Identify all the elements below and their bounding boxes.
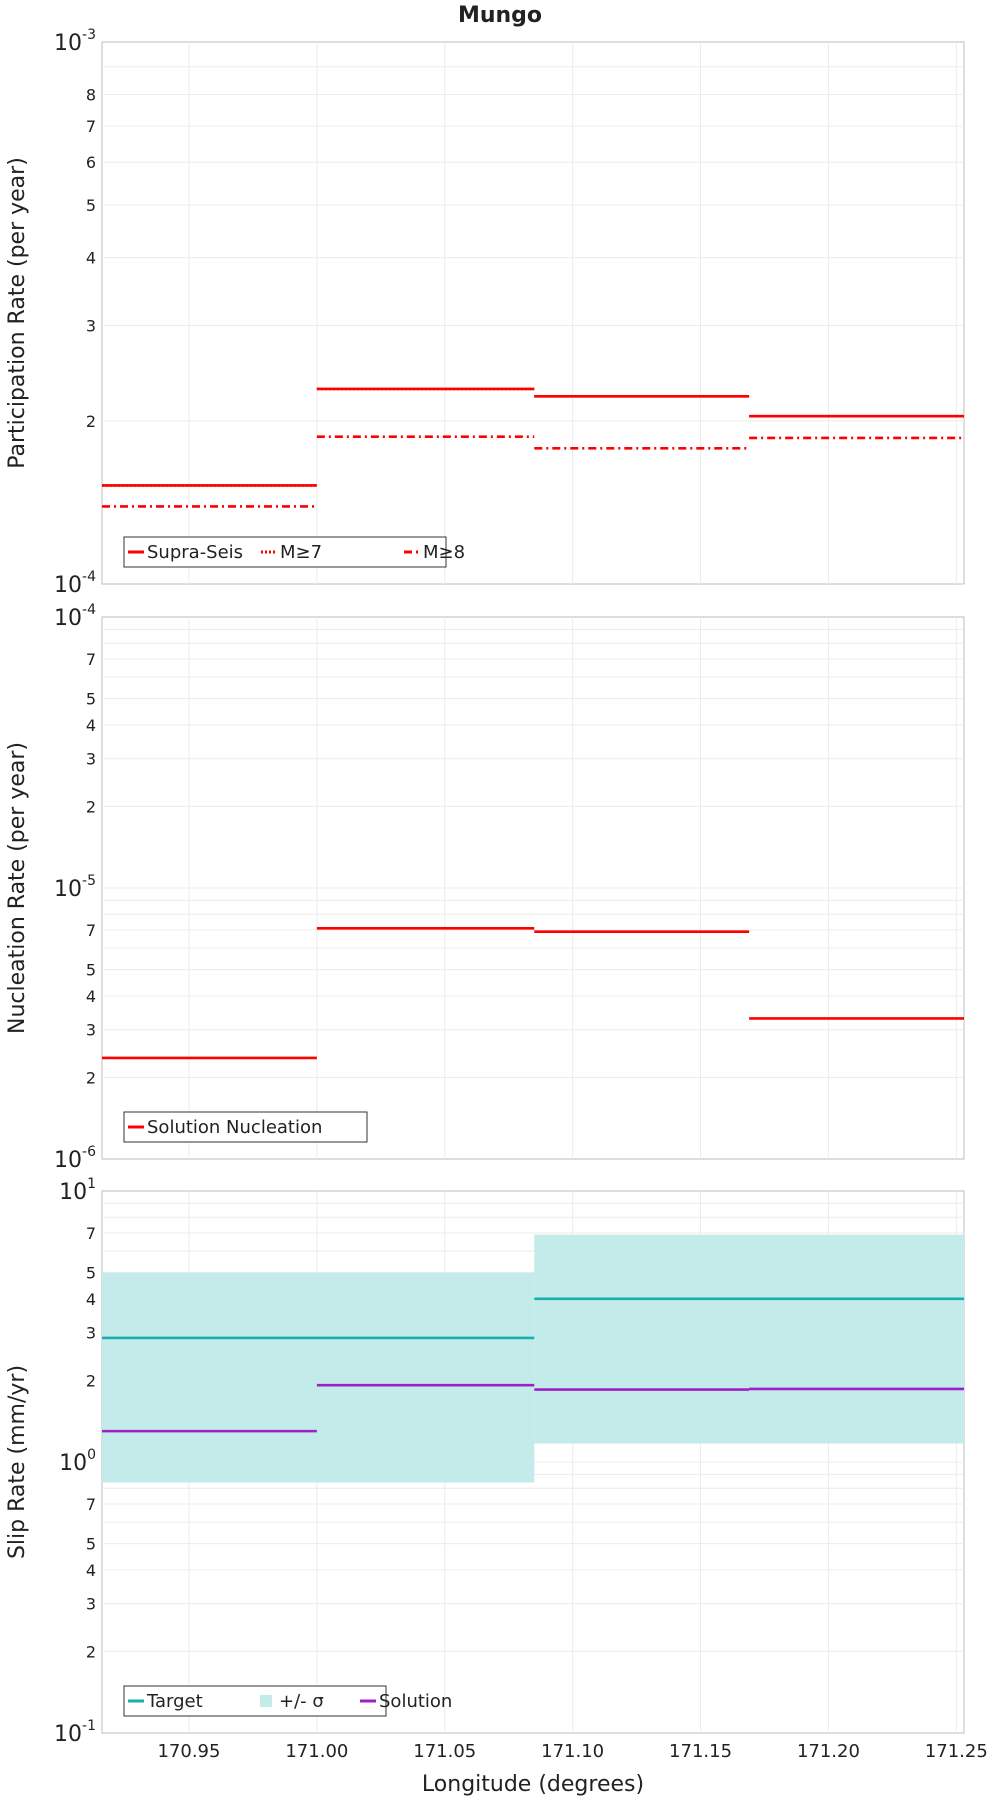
- slip-rate-legend: Target +/- σ Solution: [123, 1685, 452, 1717]
- participation-y-tick-labels: 8 7 6 5 4 3 2 10-3 10-4: [54, 27, 96, 598]
- y-tick-label: 3: [86, 750, 96, 769]
- sigma-band: [534, 1234, 964, 1444]
- y-tick-label: 7: [86, 921, 96, 940]
- legend-box: [123, 1111, 368, 1143]
- y-decade-label: 10-5: [54, 873, 96, 902]
- slip-rate-series: [102, 1234, 964, 1483]
- y-decade-label: 10-3: [54, 27, 96, 56]
- nucleation-y-tick-labels: 7 5 4 3 2 7 5 4 3 2 10-4 10-5 10-6: [54, 602, 96, 1173]
- y-decade-label: 100: [59, 1447, 96, 1476]
- legend-swatch: [260, 1695, 272, 1707]
- y-tick-label: 7: [86, 1495, 96, 1514]
- legend-label: Supra-Seis: [147, 542, 243, 563]
- participation-panel: 8 7 6 5 4 3 2 10-3 10-4 Participation Rate (per …: [5, 27, 965, 598]
- x-tick-label: 171.15: [669, 1741, 732, 1762]
- x-tick-label: 171.05: [413, 1741, 476, 1762]
- participation-y-axis-title: Participation Rate (per year): [5, 157, 30, 469]
- slip-rate-panel: 7 5 4 3 2 7 5 4 3 2 101 100 10-1 Slip Rate (mm/yr) T…: [5, 1176, 988, 1797]
- y-decade-label: 10-6: [54, 1144, 96, 1173]
- y-tick-label: 2: [86, 412, 96, 431]
- y-tick-label: 4: [86, 249, 96, 268]
- y-tick-label: 2: [86, 1371, 96, 1390]
- y-decade-label: 10-4: [54, 569, 96, 598]
- x-tick-label: 170.95: [157, 1741, 220, 1762]
- y-tick-label: 2: [86, 1068, 96, 1087]
- y-tick-label: 7: [86, 1224, 96, 1243]
- y-tick-label: 7: [86, 650, 96, 669]
- x-tick-label: 171.00: [285, 1741, 348, 1762]
- nucleation-legend: Solution Nucleation: [123, 1111, 368, 1143]
- y-tick-label: 6: [86, 153, 96, 172]
- participation-plot-area: [101, 41, 965, 585]
- x-tick-label: 171.25: [925, 1741, 988, 1762]
- y-tick-label: 8: [86, 86, 96, 105]
- nucleation-panel: 7 5 4 3 2 7 5 4 3 2 10-4 10-5 10-6 Nucleation Rate (…: [5, 602, 965, 1173]
- slip-rate-y-tick-labels: 7 5 4 3 2 7 5 4 3 2 101 100 10-1: [54, 1176, 96, 1747]
- y-decade-label: 10-4: [54, 602, 96, 631]
- x-tick-label: 171.20: [797, 1741, 860, 1762]
- x-axis-title: Longitude (degrees): [422, 1772, 644, 1797]
- y-tick-label: 5: [86, 1535, 96, 1554]
- legend-label: Target: [146, 1691, 203, 1712]
- y-tick-label: 7: [86, 117, 96, 136]
- plot-title: Mungo: [458, 3, 542, 28]
- sigma-band: [102, 1272, 535, 1483]
- y-tick-label: 5: [86, 196, 96, 215]
- y-tick-label: 2: [86, 1642, 96, 1661]
- y-decade-label: 10-1: [54, 1718, 96, 1747]
- legend-label: Solution: [379, 1691, 452, 1712]
- participation-legend: Supra-Seis M≥7 M≥8: [123, 536, 465, 568]
- y-tick-label: 3: [86, 1595, 96, 1614]
- legend-box: [123, 536, 447, 568]
- legend-label: +/- σ: [279, 1691, 324, 1712]
- y-tick-label: 4: [86, 1561, 96, 1580]
- legend-label: M≥7: [280, 542, 322, 563]
- slip-rate-y-axis-title: Slip Rate (mm/yr): [5, 1365, 30, 1559]
- y-tick-label: 5: [86, 1264, 96, 1283]
- x-tick-labels: 170.95 171.00 171.05 171.10 171.15 171.20 171.…: [157, 1741, 987, 1762]
- y-tick-label: 3: [86, 1021, 96, 1040]
- nucleation-y-axis-title: Nucleation Rate (per year): [5, 742, 30, 1034]
- y-tick-label: 2: [86, 797, 96, 816]
- y-tick-label: 5: [86, 690, 96, 709]
- participation-grid: [102, 42, 964, 584]
- y-tick-label: 3: [86, 1324, 96, 1343]
- nucleation-grid: [102, 617, 964, 1159]
- y-decade-label: 101: [59, 1176, 96, 1205]
- legend-label: M≥8: [423, 542, 465, 563]
- x-tick-label: 171.10: [541, 1741, 604, 1762]
- y-tick-label: 4: [86, 1290, 96, 1309]
- legend-box: [123, 1685, 387, 1717]
- legend-label: Solution Nucleation: [147, 1117, 322, 1138]
- y-tick-label: 4: [86, 716, 96, 735]
- y-tick-label: 5: [86, 961, 96, 980]
- nucleation-series: [102, 927, 964, 1060]
- y-tick-label: 4: [86, 987, 96, 1006]
- participation-series: [102, 387, 964, 508]
- y-tick-label: 3: [86, 316, 96, 335]
